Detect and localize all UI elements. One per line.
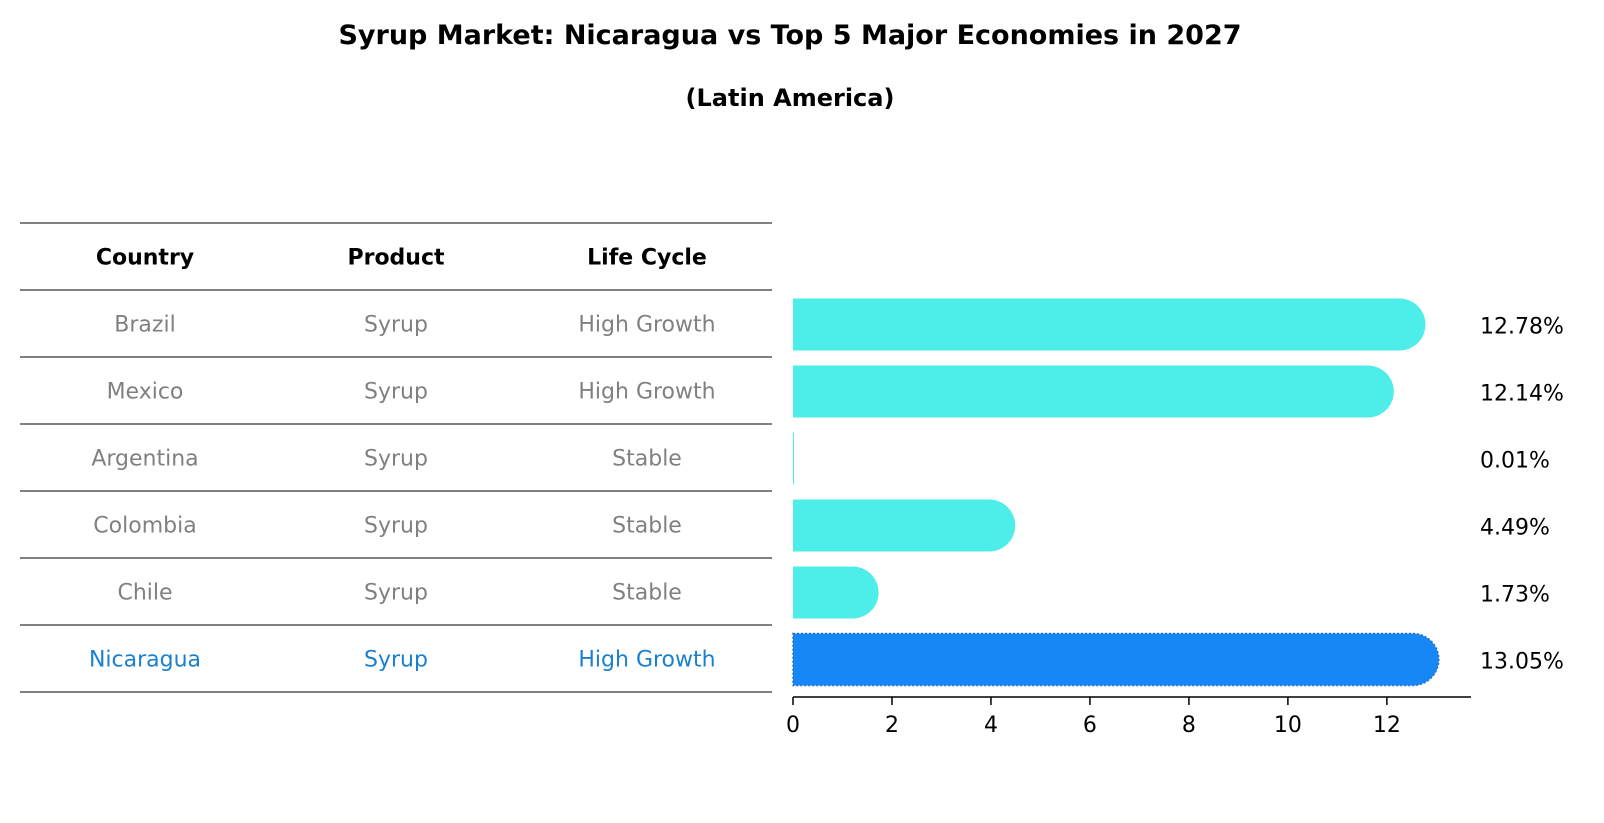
table-header-cell: Product — [347, 246, 445, 271]
table-header-cell: Country — [96, 246, 194, 271]
table-cell: Syrup — [364, 447, 428, 472]
table-cell: Chile — [117, 581, 172, 606]
x-tick-label: 2 — [885, 713, 899, 738]
table-cell: Syrup — [364, 313, 428, 338]
table-cell: Brazil — [114, 313, 175, 338]
chart-subtitle: (Latin America) — [685, 84, 895, 112]
table-cell: Syrup — [364, 514, 428, 539]
table-cell: Stable — [612, 514, 682, 539]
bar-value-label: 12.14% — [1480, 382, 1564, 407]
table-cell: Colombia — [93, 514, 196, 539]
table-header-cell: Life Cycle — [587, 246, 707, 271]
bar-value-label: 12.78% — [1480, 315, 1564, 340]
bar-value-label: 13.05% — [1480, 650, 1564, 675]
bar — [793, 499, 1016, 552]
table-cell: Nicaragua — [89, 648, 201, 673]
table-cell: Syrup — [364, 648, 428, 673]
bar — [793, 432, 794, 485]
bar-value-label: 1.73% — [1480, 583, 1550, 608]
bar — [793, 566, 879, 619]
x-tick-label: 12 — [1373, 713, 1401, 738]
bar — [792, 632, 1440, 687]
x-tick-label: 10 — [1274, 713, 1302, 738]
table-cell: Mexico — [107, 380, 184, 405]
table-cell: Argentina — [91, 447, 198, 472]
x-tick-label: 4 — [984, 713, 998, 738]
bar-value-label: 4.49% — [1480, 516, 1550, 541]
x-tick-label: 8 — [1182, 713, 1196, 738]
table-cell: Syrup — [364, 380, 428, 405]
x-tick-label: 6 — [1083, 713, 1097, 738]
bar — [793, 298, 1426, 351]
table-cell: High Growth — [578, 313, 715, 338]
x-tick-label: 0 — [786, 713, 800, 738]
bar — [793, 365, 1394, 418]
table-cell: Syrup — [364, 581, 428, 606]
table-cell: High Growth — [578, 648, 715, 673]
chart-title: Syrup Market: Nicaragua vs Top 5 Major E… — [338, 20, 1242, 51]
bar-value-label: 0.01% — [1480, 449, 1550, 474]
table-cell: High Growth — [578, 380, 715, 405]
table-cell: Stable — [612, 581, 682, 606]
table-cell: Stable — [612, 447, 682, 472]
